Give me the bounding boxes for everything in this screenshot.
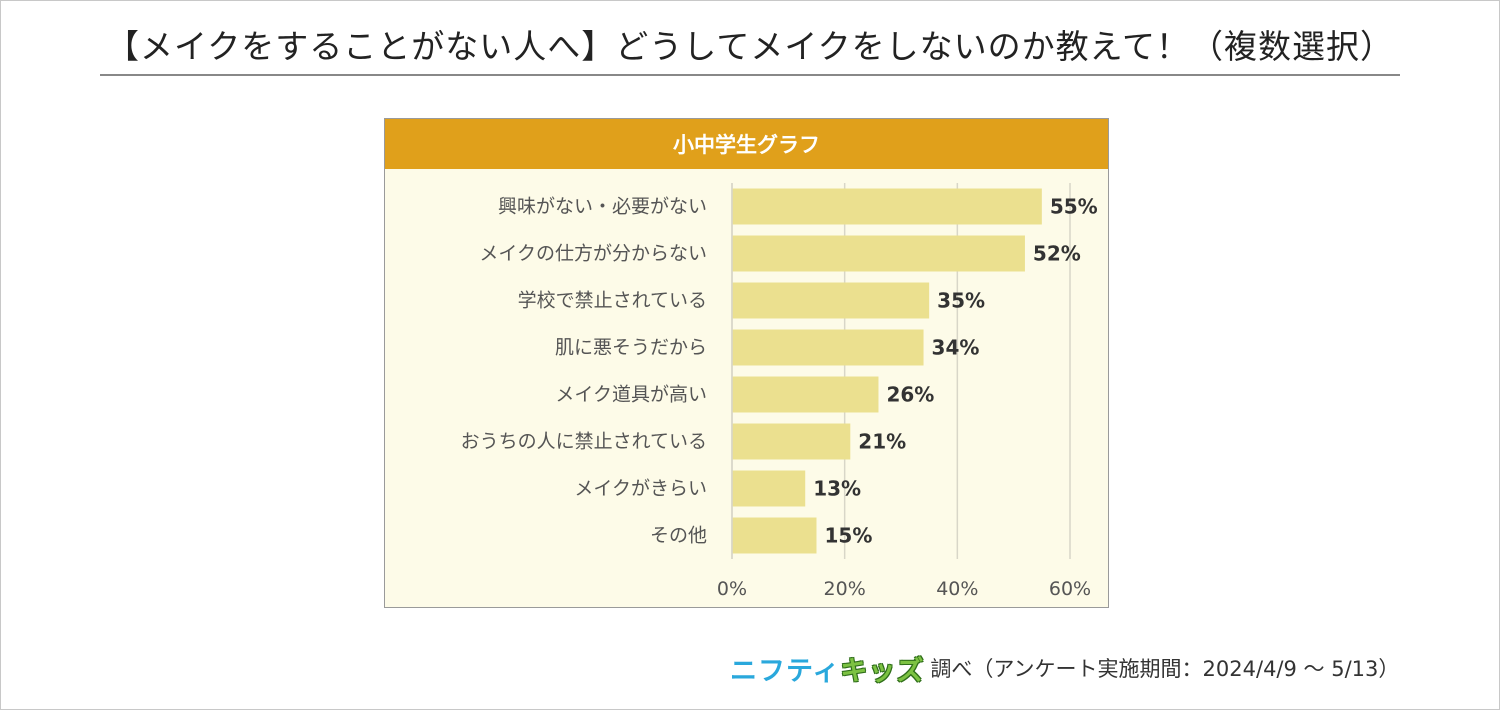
- category-label-7: その他: [650, 525, 707, 547]
- category-label-0: 興味がない・必要がない: [498, 196, 707, 218]
- bar-3: [732, 329, 924, 366]
- category-label-3: 肌に悪そうだから: [555, 337, 707, 359]
- bar-7: [732, 517, 817, 554]
- title-divider: [100, 74, 1400, 76]
- chart-panel: 小中学生グラフ 興味がない・必要がない 55% メイクの仕方が分からない 52% 学校で…: [384, 118, 1109, 608]
- bar-4: [732, 376, 879, 413]
- value-label-3: 34%: [932, 336, 980, 360]
- x-tick-label-1: 20%: [824, 578, 866, 600]
- value-label-7: 15%: [825, 524, 873, 548]
- x-tick-label-0: 0%: [717, 578, 747, 600]
- category-label-6: メイクがきらい: [574, 478, 707, 500]
- category-label-5: おうちの人に禁止されている: [461, 431, 707, 453]
- brand-logo-part1: ニフティ: [730, 655, 841, 687]
- value-label-4: 26%: [886, 383, 934, 407]
- bar-1: [732, 235, 1025, 272]
- bar-0: [732, 188, 1042, 225]
- chart-title: 小中学生グラフ: [385, 119, 1108, 169]
- bar-chart: 興味がない・必要がない 55% メイクの仕方が分からない 52% 学校で禁止されている 3…: [461, 183, 1098, 600]
- category-label-1: メイクの仕方が分からない: [479, 243, 707, 265]
- x-tick-label-2: 40%: [936, 578, 978, 600]
- brand-logo-part2: キッズ: [840, 655, 925, 687]
- bar-5: [732, 423, 851, 460]
- source-credit: ニフティ キッズ 調べ（アンケート実施期間：2024/4/9 ～ 5/13）: [730, 650, 1400, 687]
- survey-period-note: 調べ（アンケート実施期間：2024/4/9 ～ 5/13）: [930, 657, 1400, 681]
- bar-2: [732, 282, 930, 319]
- value-label-1: 52%: [1033, 242, 1081, 266]
- bar-6: [732, 470, 806, 507]
- x-tick-label-3: 60%: [1049, 578, 1091, 600]
- page-title: 【メイクをすることがない人へ】どうしてメイクをしないのか教えて！（複数選択）: [105, 27, 1395, 66]
- value-label-0: 55%: [1050, 195, 1098, 219]
- value-label-6: 13%: [813, 477, 861, 501]
- value-label-2: 35%: [937, 289, 985, 313]
- value-label-5: 21%: [858, 430, 906, 454]
- category-label-2: 学校で禁止されている: [518, 290, 707, 312]
- category-label-4: メイク道具が高い: [555, 384, 707, 406]
